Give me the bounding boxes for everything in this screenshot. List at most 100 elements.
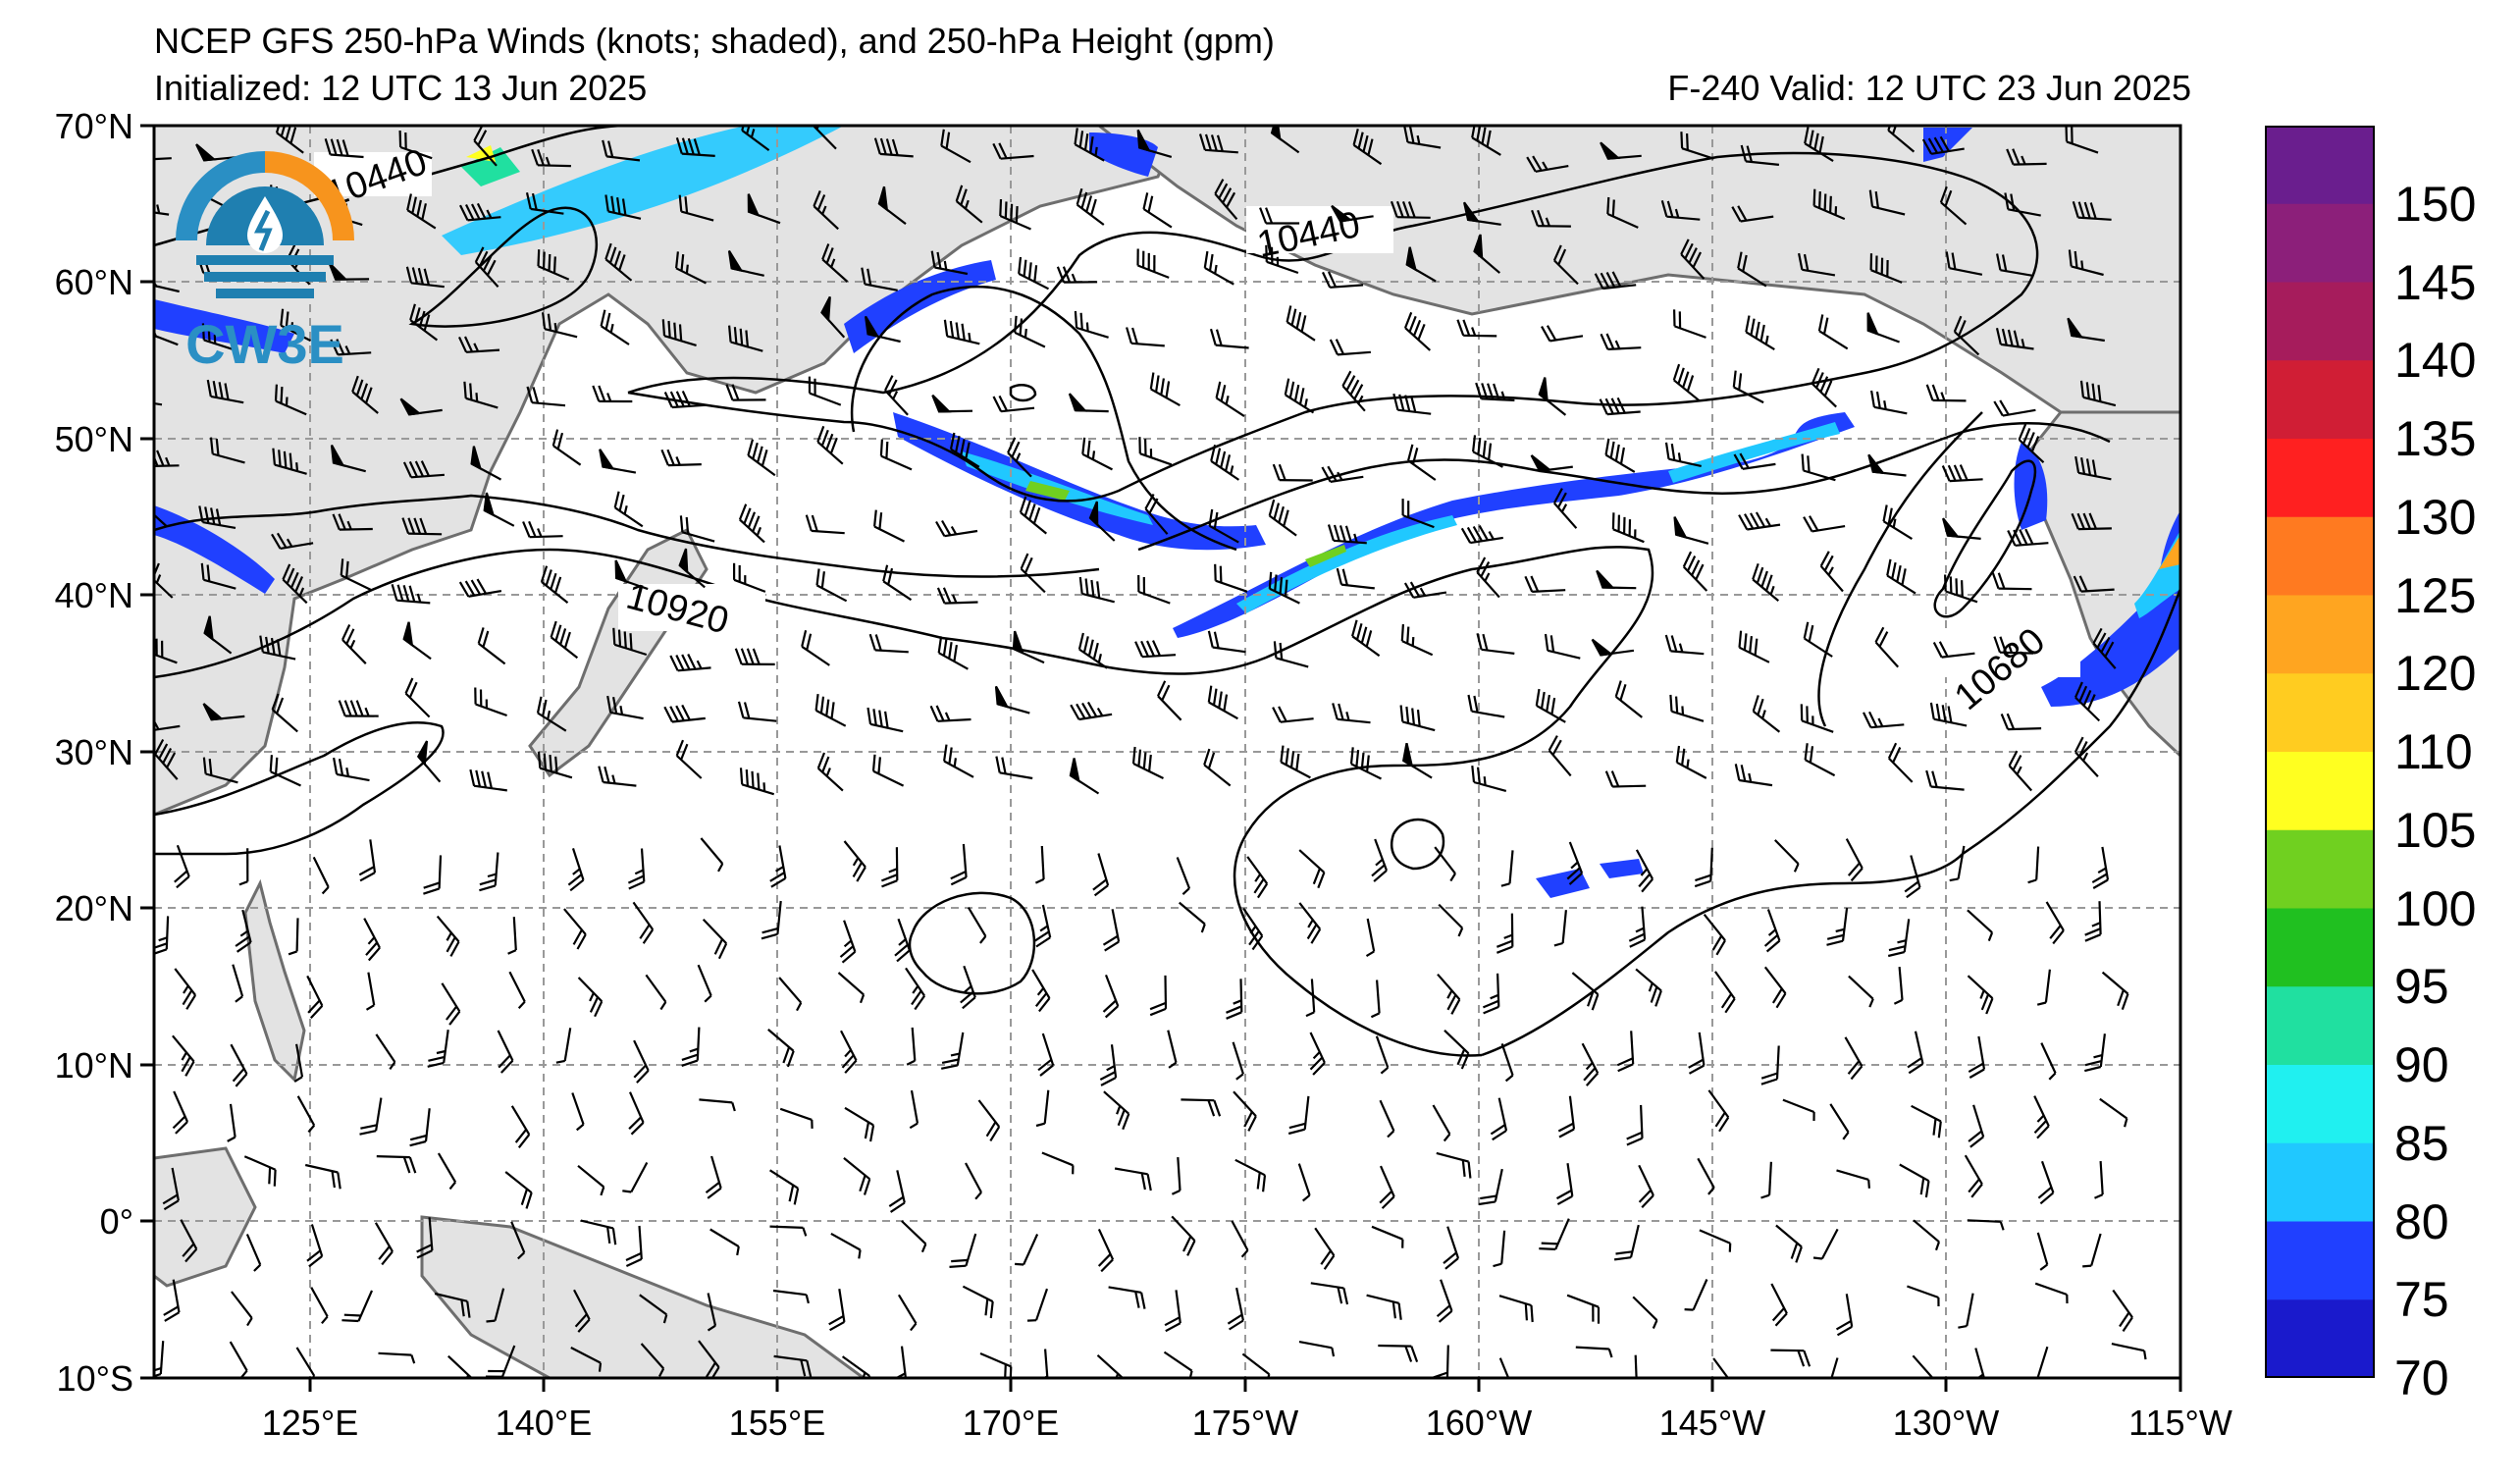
wind-barb bbox=[1246, 856, 1269, 899]
wind-barb bbox=[1535, 688, 1566, 723]
wind-barb bbox=[1763, 909, 1781, 953]
wind-barb bbox=[1967, 1219, 2005, 1231]
wind-barb bbox=[979, 1351, 1013, 1378]
wind-barb bbox=[1015, 1234, 1039, 1266]
wind-barb bbox=[992, 395, 1035, 413]
wind-barb bbox=[697, 964, 712, 1003]
wind-barb bbox=[1378, 1344, 1419, 1362]
wind-barb bbox=[675, 136, 715, 157]
wind-barb bbox=[1939, 185, 1968, 226]
x-tick-label: 115°W bbox=[2128, 1403, 2232, 1443]
wind-barb bbox=[1596, 569, 1637, 590]
wind-barb bbox=[1438, 903, 1464, 937]
wind-barb bbox=[401, 517, 443, 536]
wind-barb bbox=[202, 703, 245, 721]
wind-barb bbox=[1899, 1163, 1930, 1198]
wind-barb bbox=[1664, 442, 1702, 467]
colorbar-label: 95 bbox=[2394, 959, 2449, 1015]
wind-barb bbox=[873, 509, 905, 543]
wind-barb bbox=[324, 137, 364, 159]
wind-barb bbox=[813, 189, 839, 231]
wind-barb bbox=[821, 243, 849, 283]
wind-barb bbox=[1037, 1033, 1055, 1077]
wind-barb bbox=[1077, 632, 1108, 669]
wind-barb bbox=[2036, 969, 2051, 1006]
wind-barb bbox=[1868, 189, 1906, 216]
wind-barb bbox=[1475, 382, 1515, 401]
wind-barb bbox=[955, 185, 983, 224]
wind-barb bbox=[1392, 393, 1432, 415]
wind-barb bbox=[705, 1155, 722, 1199]
wind-barb bbox=[477, 627, 506, 665]
wind-barb bbox=[1500, 1043, 1514, 1083]
wind-barb bbox=[580, 1219, 617, 1245]
wind-barb bbox=[2045, 901, 2065, 945]
wind-barb bbox=[1157, 680, 1182, 721]
wind-barb bbox=[599, 449, 637, 474]
wind-barb bbox=[1887, 742, 1914, 783]
wind-barb bbox=[312, 856, 330, 895]
wind-barb bbox=[1968, 1035, 1986, 1079]
wind-barb bbox=[206, 379, 244, 404]
wind-barb bbox=[837, 972, 866, 1004]
wind-barb bbox=[1548, 735, 1572, 777]
wind-barb bbox=[245, 1234, 262, 1272]
wind-barb bbox=[1697, 1157, 1715, 1195]
wind-barb bbox=[1208, 508, 1239, 544]
y-tick-label: 40°N bbox=[55, 575, 133, 615]
y-tick-label: 30°N bbox=[55, 732, 133, 772]
wind-barb bbox=[1207, 630, 1246, 654]
wind-barb bbox=[882, 564, 913, 602]
wind-barb bbox=[1493, 1230, 1506, 1268]
wind-barb bbox=[409, 303, 439, 342]
wind-barb bbox=[1964, 1154, 1983, 1198]
wind-barb bbox=[269, 755, 301, 787]
wind-barb bbox=[1782, 1098, 1815, 1122]
wind-barb bbox=[1092, 853, 1110, 897]
colorbar-label: 120 bbox=[2394, 646, 2477, 702]
wind-barb bbox=[202, 757, 238, 784]
wind-barb bbox=[1672, 363, 1701, 402]
wind-barb bbox=[338, 700, 379, 717]
wind-barb bbox=[1463, 201, 1501, 226]
wind-barb bbox=[1371, 838, 1389, 882]
wind-barb bbox=[1968, 1104, 1985, 1148]
wind-barb bbox=[1541, 325, 1584, 343]
wind-barb bbox=[469, 768, 507, 792]
wind-barb bbox=[1351, 619, 1381, 658]
wind-barb bbox=[1830, 1357, 1839, 1378]
wind-barb bbox=[2099, 1097, 2128, 1128]
colorbar-label: 100 bbox=[2394, 880, 2477, 936]
wind-barb bbox=[463, 381, 499, 409]
wind-barb bbox=[1616, 1031, 1635, 1073]
wind-barb bbox=[930, 250, 969, 276]
wind-barb bbox=[437, 1152, 457, 1191]
wind-barb bbox=[1863, 711, 1905, 729]
wind-barb bbox=[861, 267, 898, 291]
logo-drop-icon bbox=[247, 196, 283, 253]
wind-barb bbox=[880, 847, 899, 888]
wind-barb bbox=[1114, 1167, 1152, 1192]
wind-barb bbox=[2004, 192, 2041, 217]
wind-barb bbox=[1680, 238, 1706, 280]
wind-barb bbox=[1836, 1169, 1870, 1189]
colorbar-label: 90 bbox=[2394, 1037, 2449, 1092]
wind-barb bbox=[639, 1294, 668, 1324]
wind-barb bbox=[937, 636, 969, 670]
wind-barb bbox=[1471, 126, 1501, 156]
wind-barb bbox=[843, 1157, 871, 1195]
colorbar-label: 110 bbox=[2394, 724, 2473, 779]
wind-barb bbox=[627, 848, 646, 890]
wind-barb bbox=[1530, 454, 1573, 473]
wind-barb bbox=[2112, 1289, 2133, 1333]
wind-barb bbox=[1770, 1349, 1811, 1367]
wind-barb bbox=[960, 965, 976, 1010]
wind-barb bbox=[1019, 496, 1047, 535]
colorbar-swatch bbox=[2265, 986, 2375, 1066]
wind-barb bbox=[1268, 571, 1300, 605]
wind-barb bbox=[1273, 641, 1309, 668]
colorbar-label: 85 bbox=[2394, 1115, 2449, 1171]
wind-barb bbox=[1993, 636, 2034, 655]
wind-barb bbox=[1688, 1032, 1706, 1075]
y-tick-label: 20°N bbox=[55, 888, 133, 928]
